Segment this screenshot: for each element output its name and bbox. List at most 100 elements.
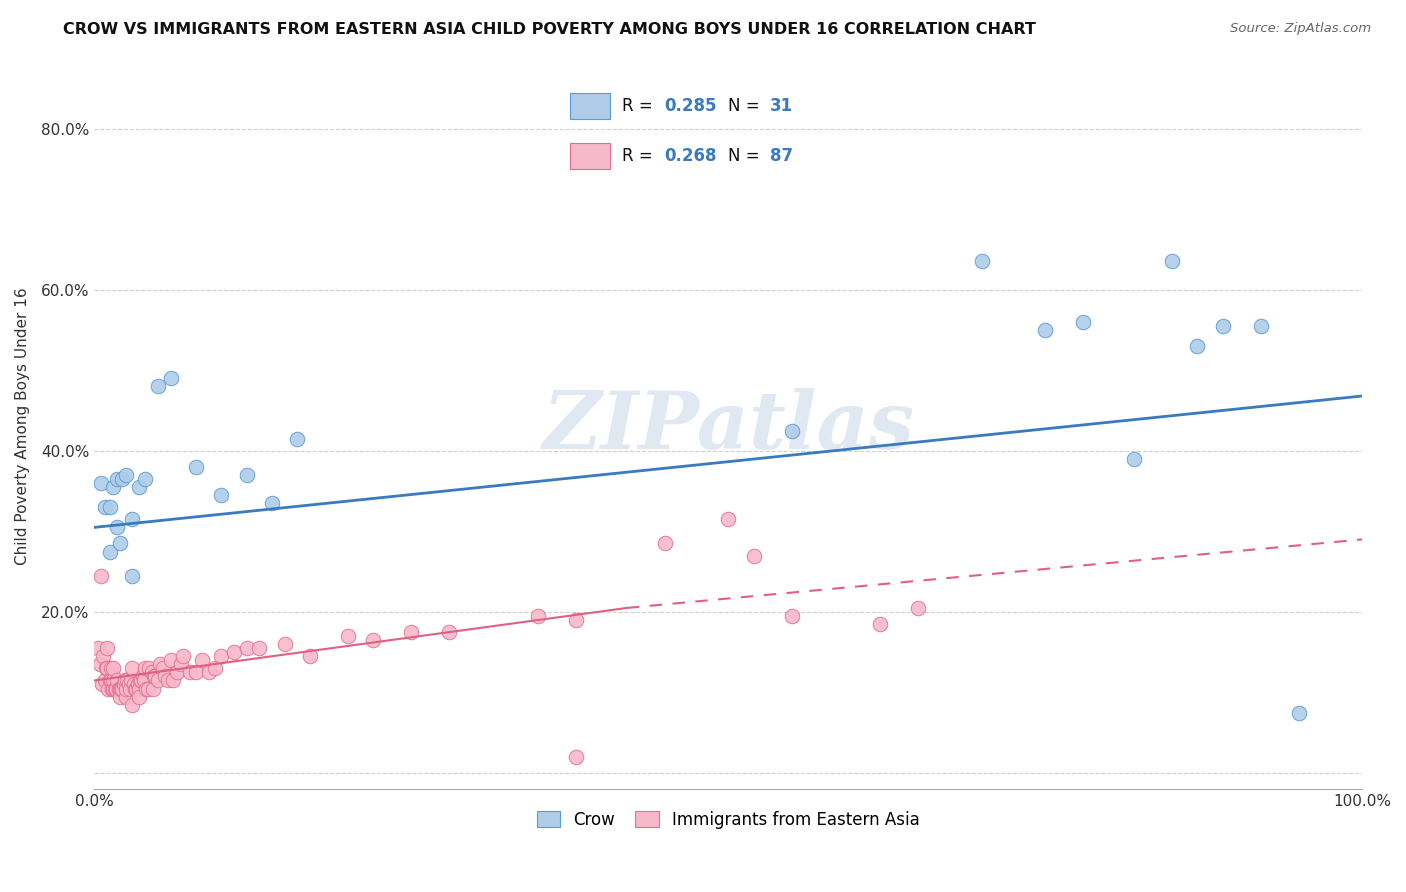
Point	[91, 677, 114, 691]
Point	[97, 681, 120, 696]
Point	[184, 665, 207, 680]
Point	[90, 568, 112, 582]
Point	[125, 681, 148, 696]
Point	[96, 641, 118, 656]
Point	[780, 609, 803, 624]
Point	[159, 371, 181, 385]
Point	[1212, 318, 1234, 333]
Point	[1033, 323, 1056, 337]
Point	[235, 467, 257, 482]
Point	[527, 609, 550, 624]
Point	[146, 379, 169, 393]
Point	[1071, 315, 1094, 329]
Point	[122, 677, 145, 691]
Point	[166, 665, 188, 680]
Point	[247, 641, 270, 656]
Point	[565, 613, 588, 627]
Point	[149, 657, 172, 672]
Point	[105, 673, 128, 688]
Point	[146, 673, 169, 688]
Legend: Crow, Immigrants from Eastern Asia: Crow, Immigrants from Eastern Asia	[530, 804, 927, 835]
Point	[172, 649, 194, 664]
Point	[89, 657, 111, 672]
Point	[273, 637, 295, 651]
Point	[134, 661, 156, 675]
Point	[1187, 339, 1209, 353]
Point	[117, 673, 139, 688]
Point	[128, 480, 150, 494]
Point	[120, 673, 142, 688]
Point	[103, 673, 125, 688]
Point	[138, 661, 160, 675]
Point	[142, 681, 165, 696]
Point	[152, 661, 174, 675]
Point	[869, 617, 891, 632]
Point	[101, 681, 124, 696]
Point	[100, 661, 122, 675]
Point	[1122, 451, 1144, 466]
Point	[717, 512, 740, 526]
Point	[93, 649, 115, 664]
Point	[103, 661, 125, 675]
Point	[110, 681, 132, 696]
Point	[121, 698, 143, 712]
Point	[121, 512, 143, 526]
Point	[222, 645, 245, 659]
Point	[742, 549, 765, 563]
Point	[94, 661, 117, 675]
Point	[87, 641, 110, 656]
Point	[98, 673, 121, 688]
Point	[565, 750, 588, 764]
Point	[136, 681, 159, 696]
Y-axis label: Child Poverty Among Boys Under 16: Child Poverty Among Boys Under 16	[15, 288, 30, 566]
Point	[111, 681, 134, 696]
Point	[209, 488, 232, 502]
Point	[197, 665, 219, 680]
Point	[103, 681, 125, 696]
Point	[907, 601, 929, 615]
Point	[90, 476, 112, 491]
Point	[131, 673, 153, 688]
Point	[98, 500, 121, 515]
Point	[93, 673, 115, 688]
Point	[115, 681, 138, 696]
Point	[654, 536, 676, 550]
Point	[111, 472, 134, 486]
Point	[260, 496, 283, 510]
Point	[118, 681, 141, 696]
Point	[132, 673, 155, 688]
Point	[115, 690, 138, 704]
Point	[235, 641, 257, 656]
Point	[96, 661, 118, 675]
Point	[169, 657, 191, 672]
Point	[118, 677, 141, 691]
Point	[105, 681, 128, 696]
Point	[159, 653, 181, 667]
Point	[124, 681, 146, 696]
Point	[127, 677, 149, 691]
Point	[780, 424, 803, 438]
Point	[107, 681, 129, 696]
Point	[98, 544, 121, 558]
Point	[439, 625, 461, 640]
Point	[1160, 254, 1182, 268]
Point	[135, 681, 157, 696]
Point	[184, 459, 207, 474]
Point	[129, 673, 152, 688]
Point	[131, 669, 153, 683]
Point	[100, 673, 122, 688]
Point	[401, 625, 423, 640]
Point	[179, 665, 201, 680]
Point	[112, 677, 135, 691]
Text: CROW VS IMMIGRANTS FROM EASTERN ASIA CHILD POVERTY AMONG BOYS UNDER 16 CORRELATI: CROW VS IMMIGRANTS FROM EASTERN ASIA CHI…	[63, 22, 1036, 37]
Point	[108, 681, 131, 696]
Point	[285, 432, 308, 446]
Point	[1288, 706, 1310, 720]
Point	[128, 681, 150, 696]
Point	[209, 649, 232, 664]
Point	[143, 669, 166, 683]
Text: ZIPatlas: ZIPatlas	[543, 388, 914, 466]
Point	[336, 629, 359, 643]
Point	[108, 536, 131, 550]
Point	[103, 480, 125, 494]
